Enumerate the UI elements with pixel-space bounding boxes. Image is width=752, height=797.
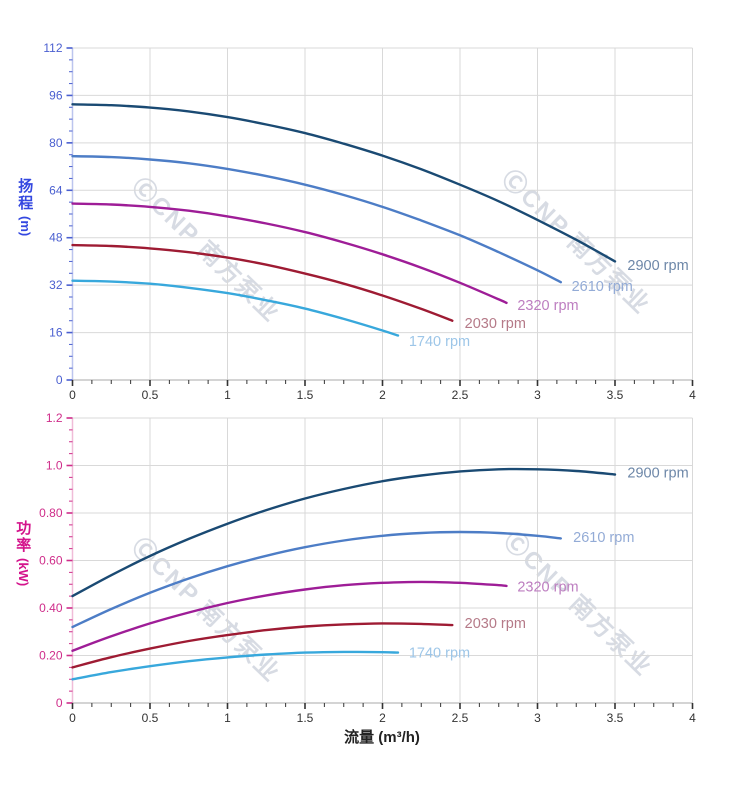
y-tick-label: 64	[49, 183, 63, 197]
x-tick-label: 3	[534, 388, 541, 402]
x-tick-label: 0	[69, 388, 76, 402]
head-axis-label: 扬程	[16, 178, 34, 212]
x-tick-label: 1.5	[297, 711, 314, 725]
curve-1740-rpm	[71, 279, 400, 337]
curve-label-2900-rpm: 2900 rpm	[627, 258, 688, 274]
curve-label-2320-rpm: 2320 rpm	[517, 298, 578, 314]
y-tick-label: 1.2	[46, 411, 63, 425]
x-tick-label: 2	[379, 711, 386, 725]
y-tick-label: 16	[49, 326, 63, 340]
y-tick-label: 0.20	[39, 649, 63, 663]
power-axis-label: 功率	[14, 520, 32, 554]
x-tick-label: 1	[224, 388, 231, 402]
x-tick-label: 1	[224, 711, 231, 725]
y-tick-label: 0.80	[39, 506, 63, 520]
curve-label-2320-rpm: 2320 rpm	[517, 579, 578, 595]
x-tick-label: 4	[689, 711, 696, 725]
curve-label-1740-rpm: 1740 rpm	[409, 334, 470, 350]
y-tick-label: 32	[49, 278, 63, 292]
curve-label-2900-rpm: 2900 rpm	[627, 465, 688, 481]
curve-2320-rpm	[71, 580, 508, 652]
curve-label-2610-rpm: 2610 rpm	[572, 279, 633, 295]
flow-axis-title: 流量 (m³/h)	[344, 729, 420, 746]
curve-label-1740-rpm: 1740 rpm	[409, 645, 470, 661]
curve-label-2030-rpm: 2030 rpm	[465, 316, 526, 332]
curve-2610-rpm	[71, 530, 562, 629]
curve-1740-rpm	[71, 650, 400, 681]
x-tick-label: 4	[689, 388, 696, 402]
y-tick-label: 48	[49, 231, 63, 245]
curve-2610-rpm	[71, 155, 562, 284]
head-axis-unit: (m)	[18, 216, 34, 237]
x-tick-label: 2.5	[452, 711, 469, 725]
x-tick-label: 3.5	[607, 388, 624, 402]
x-tick-label: 0.5	[142, 711, 159, 725]
y-tick-label: 96	[49, 88, 63, 102]
y-tick-label: 112	[43, 41, 62, 55]
power-axis-unit: (kW)	[16, 558, 32, 587]
y-tick-label: 0	[56, 373, 63, 387]
y-tick-label: 1.0	[46, 459, 63, 473]
y-tick-label: 0.40	[39, 601, 63, 615]
curve-2320-rpm	[71, 202, 508, 305]
curve-label-2030-rpm: 2030 rpm	[465, 616, 526, 632]
y-tick-label: 0.60	[39, 554, 63, 568]
head-axis-title: 扬程 (m)	[16, 178, 33, 236]
curve-label-2610-rpm: 2610 rpm	[573, 530, 634, 546]
x-tick-label: 3	[534, 711, 541, 725]
curve-2030-rpm	[71, 243, 454, 322]
curve-2900-rpm	[71, 467, 617, 598]
x-tick-label: 2.5	[452, 388, 469, 402]
power-axis-title: 功率 (kW)	[14, 520, 31, 586]
x-tick-label: 2	[379, 388, 386, 402]
y-tick-label: 0	[56, 696, 63, 710]
x-tick-label: 0.5	[142, 388, 159, 402]
x-tick-label: 0	[69, 711, 76, 725]
curve-2030-rpm	[71, 622, 454, 669]
x-tick-label: 1.5	[297, 388, 314, 402]
y-tick-label: 80	[49, 136, 63, 150]
x-tick-label: 3.5	[607, 711, 624, 725]
curve-2900-rpm	[71, 103, 617, 263]
